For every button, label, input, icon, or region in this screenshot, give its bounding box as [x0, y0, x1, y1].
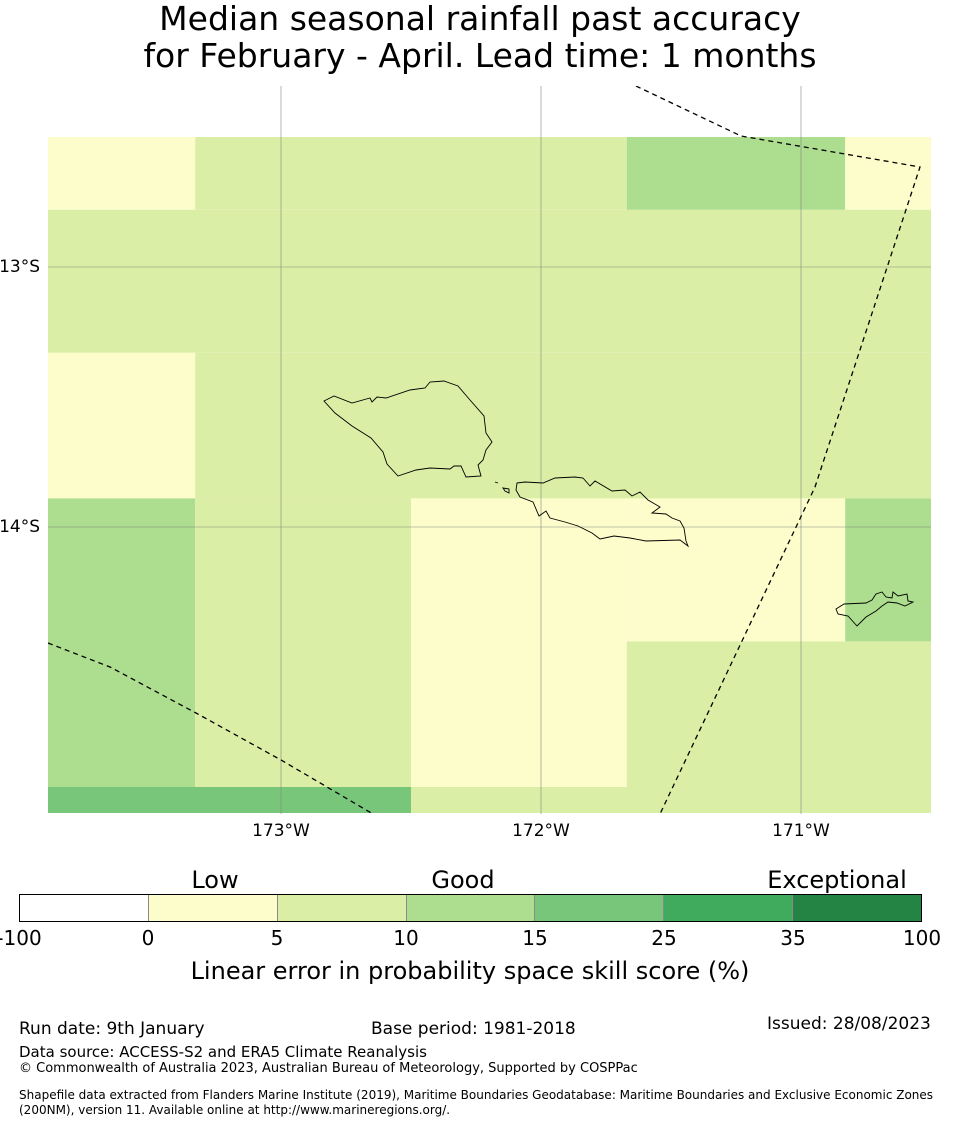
eez-boundary-southwest — [48, 642, 374, 814]
colorbar-segment — [663, 895, 793, 921]
colorbar-tick: 35 — [780, 926, 806, 950]
skill-grid-cell — [411, 498, 627, 787]
tutuila-island-outline — [835, 591, 915, 627]
colorbar-tick: 5 — [270, 926, 284, 950]
graticule — [48, 86, 931, 814]
colorbar-tick: 25 — [651, 926, 677, 950]
eez-boundary-east — [635, 86, 921, 814]
skill-grid-cells — [48, 137, 931, 813]
colorbar-tick: 100 — [902, 926, 942, 950]
map-panel — [48, 86, 931, 814]
savaii-island-outline — [323, 380, 493, 478]
skill-grid-cell — [411, 787, 931, 813]
colorbar — [19, 894, 922, 922]
legend-category-exceptional: Exceptional — [767, 866, 907, 894]
apolima-islet-outline — [494, 481, 499, 484]
colorbar-tick: -100 — [0, 926, 42, 950]
colorbar-tick: 15 — [522, 926, 548, 950]
colorbar-segment — [534, 895, 664, 921]
skill-grid-cell — [48, 352, 196, 499]
legend-category-low: Low — [191, 866, 239, 894]
colorbar-segment — [20, 895, 148, 921]
skill-grid-cell — [626, 498, 846, 642]
map-title-line-2: for February - April. Lead time: 1 month… — [143, 36, 817, 75]
upolu-island-outline — [515, 476, 690, 548]
base-period: Base period: 1981-2018 — [371, 1019, 576, 1039]
skill-grid-cell — [845, 137, 931, 210]
skill-grid-cell — [626, 137, 846, 210]
skill-grid-cell — [48, 209, 931, 353]
lon-label-171w: 171°W — [772, 821, 830, 841]
colorbar-label: Linear error in probability space skill … — [190, 957, 750, 985]
data-source: Data source: ACCESS-S2 and ERA5 Climate … — [19, 1043, 427, 1061]
manono-islet-outline — [502, 487, 510, 494]
map-title-line-1: Median seasonal rainfall past accuracy — [159, 0, 801, 38]
skill-grid-cell — [845, 498, 931, 642]
colorbar-tick: 10 — [393, 926, 419, 950]
skill-grid-cell — [626, 641, 931, 787]
shapefile-credit-line-2: (200NM), version 11. Available online at… — [19, 1103, 451, 1117]
shapefile-credit-line-1: Shapefile data extracted from Flanders M… — [19, 1088, 934, 1102]
legend-category-good: Good — [431, 866, 495, 894]
skill-grid-cell — [195, 137, 627, 210]
eez-boundaries — [48, 86, 921, 814]
lon-label-173w: 173°W — [252, 821, 310, 841]
coastlines — [323, 380, 915, 627]
lat-label-13s: 13°S — [0, 257, 40, 277]
issued-date: Issued: 28/08/2023 — [767, 1014, 931, 1034]
skill-grid-cell — [195, 352, 931, 499]
colorbar-segment — [147, 895, 277, 921]
colorbar-tick: 0 — [141, 926, 155, 950]
lon-label-172w: 172°W — [512, 821, 570, 841]
colorbar-segment — [405, 895, 535, 921]
skill-grid-cell — [195, 498, 411, 787]
skill-grid-cell — [48, 137, 196, 210]
colorbar-segment — [276, 895, 406, 921]
lat-label-14s: 14°S — [0, 517, 40, 537]
copyright-notice: © Commonwealth of Australia 2023, Austra… — [19, 1061, 638, 1076]
skill-grid-cell — [48, 498, 196, 787]
skill-grid-cell — [48, 787, 411, 813]
run-date: Run date: 9th January — [19, 1019, 205, 1039]
colorbar-segment — [792, 895, 922, 921]
